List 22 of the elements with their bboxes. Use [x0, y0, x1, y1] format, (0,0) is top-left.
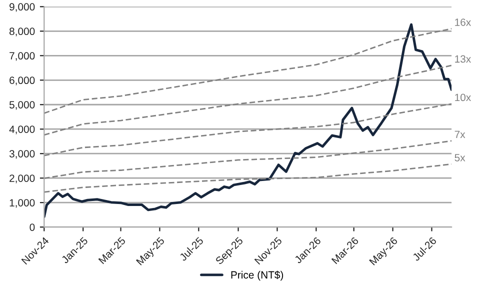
- y-tick-label: 6,000: [10, 76, 35, 86]
- y-tick-label: 3,000: [9, 150, 35, 159]
- y-tick-label: 5,000: [9, 101, 35, 110]
- line-series: [44, 103, 452, 156]
- y-tick-label: 9,000: [10, 3, 35, 12]
- y-tick-label: 7,000: [10, 52, 35, 61]
- series-label: 16x: [455, 18, 471, 26]
- y-tick-label: 1,000: [10, 199, 35, 208]
- y-tick-label: 8,000: [9, 28, 35, 36]
- series-label: 13x: [455, 55, 471, 63]
- series-label: 5x: [454, 154, 466, 162]
- series-label: 10x: [455, 94, 471, 102]
- series-label: 7x: [454, 130, 466, 138]
- line-series: [44, 163, 452, 193]
- line-series: [44, 140, 452, 180]
- y-tick-label: 4,000: [9, 126, 35, 134]
- line-series: [44, 28, 452, 114]
- y-tick-label: 0: [30, 224, 35, 231]
- line-series: [44, 64, 452, 136]
- y-tick-label: 2,000: [10, 174, 35, 184]
- line-series: [44, 23, 452, 218]
- legend-label: Price (NT$): [231, 270, 284, 281]
